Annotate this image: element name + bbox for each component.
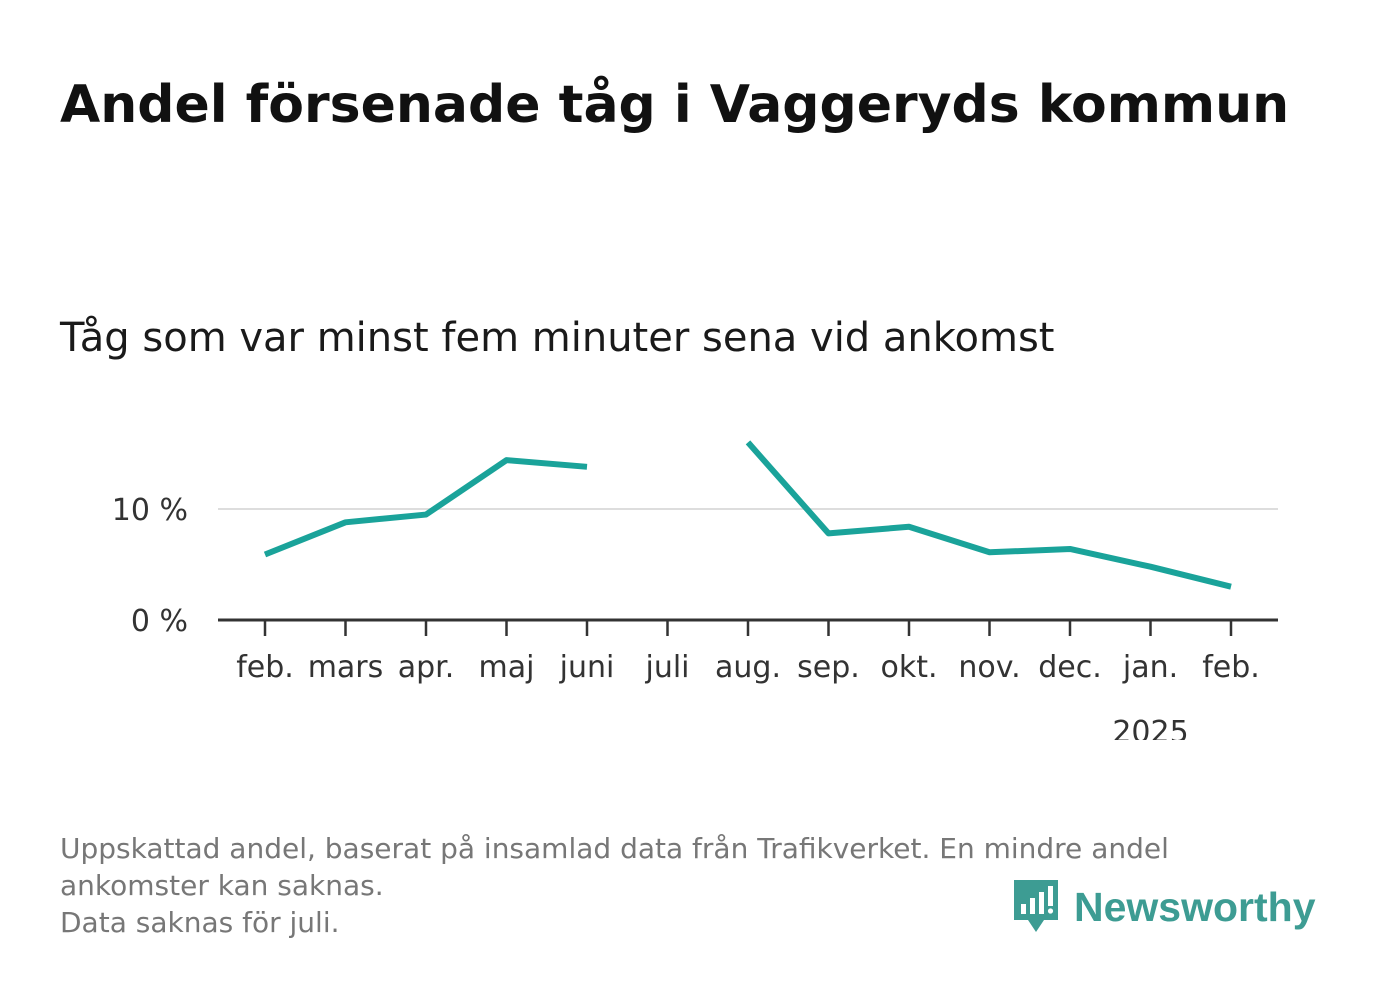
- series-line-segment: [745, 440, 1232, 590]
- x-tick-label: dec.: [1038, 650, 1102, 685]
- x-tick-label: feb.: [236, 650, 294, 685]
- x-year-label: 2025: [1112, 715, 1188, 740]
- y-tick-label: 10 %: [112, 493, 188, 528]
- x-tick-label: okt.: [880, 650, 937, 685]
- x-tick-label: jan.: [1122, 650, 1178, 685]
- bar-chart-speech-bubble-icon: [1014, 880, 1058, 932]
- newsworthy-logo: Newsworthy: [1010, 876, 1316, 938]
- footnote-line: Uppskattad andel, baserat på insamlad da…: [60, 832, 1169, 865]
- line-chart: 0 % 10 % feb. mars apr. maj juni juli aug. sep. ok…: [112, 440, 1278, 740]
- x-tick-label: aug.: [715, 650, 781, 685]
- x-tick-label: maj: [479, 650, 535, 685]
- x-tick-label: feb.: [1202, 650, 1260, 685]
- footnote: Uppskattad andel, baserat på insamlad da…: [60, 830, 1320, 941]
- chart-title: Andel försenade tåg i Vaggeryds kommun: [60, 75, 1290, 135]
- footnote-line: ankomster kan saknas.: [60, 869, 384, 902]
- brand-name: Newsworthy: [1074, 883, 1316, 930]
- x-tick-label: juli: [644, 650, 689, 685]
- y-tick-label: 0 %: [131, 604, 188, 639]
- x-tick-label: nov.: [958, 650, 1020, 685]
- series-line-segment: [263, 457, 588, 558]
- x-tick-label: mars: [308, 650, 384, 685]
- x-tick-label: juni: [559, 650, 615, 685]
- x-tick-label: sep.: [797, 650, 860, 685]
- x-tick-label: apr.: [398, 650, 455, 685]
- footnote-line: Data saknas för juli.: [60, 906, 340, 939]
- chart-subtitle: Tåg som var minst fem minuter sena vid a…: [60, 315, 1055, 361]
